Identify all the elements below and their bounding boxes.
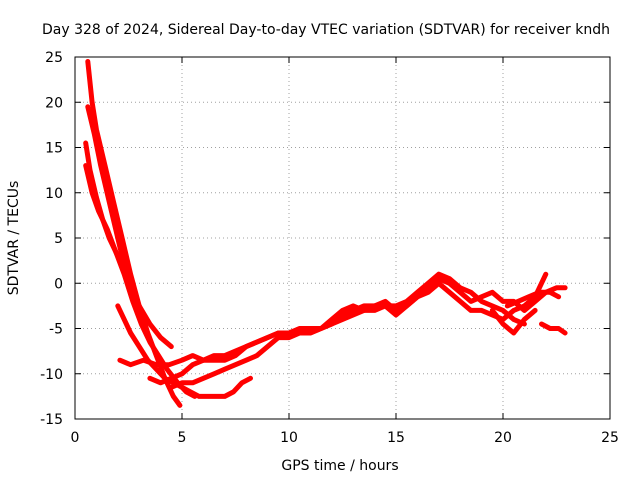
series-track-f <box>117 271 527 368</box>
y-tick-label: 10 <box>45 186 63 202</box>
x-tick-label: 10 <box>280 430 298 446</box>
x-tick-labels: 0 5 10 15 20 25 <box>71 430 619 446</box>
series-track-g <box>147 276 568 386</box>
series-track-d <box>83 163 198 399</box>
y-tick-label: 20 <box>45 95 63 111</box>
x-tick-label: 20 <box>494 430 512 446</box>
series-track-i <box>489 307 538 336</box>
series-track-h <box>168 271 549 390</box>
series-track-c <box>83 140 174 350</box>
series-track-e <box>115 303 253 399</box>
x-tick-label: 5 <box>178 430 187 446</box>
series-track-a <box>85 59 183 408</box>
y-tick-label: 0 <box>54 276 63 292</box>
tick-layer <box>74 56 611 420</box>
y-tick-labels: 25 20 15 10 5 0 -5 -10 -15 <box>40 50 63 428</box>
y-tick-label: 5 <box>54 231 63 247</box>
y-tick-label: -5 <box>49 322 63 338</box>
x-axis-title: GPS time / hours <box>281 458 398 474</box>
x-tick-label: 15 <box>387 430 405 446</box>
series-track-k <box>504 289 562 309</box>
y-axis-title: SDTVAR / TECUs <box>6 181 22 296</box>
x-tick-label: 0 <box>71 430 80 446</box>
y-tick-label: 15 <box>45 141 63 157</box>
grid-layer <box>75 57 610 419</box>
x-tick-label: 25 <box>601 430 619 446</box>
y-tick-label: -15 <box>40 412 63 428</box>
series-layer <box>83 59 568 408</box>
y-tick-label: -10 <box>40 367 63 383</box>
chart-title: Day 328 of 2024, Sidereal Day-to-day VTE… <box>42 22 610 38</box>
series-track-j <box>539 321 568 336</box>
y-tick-label: 25 <box>45 50 63 66</box>
